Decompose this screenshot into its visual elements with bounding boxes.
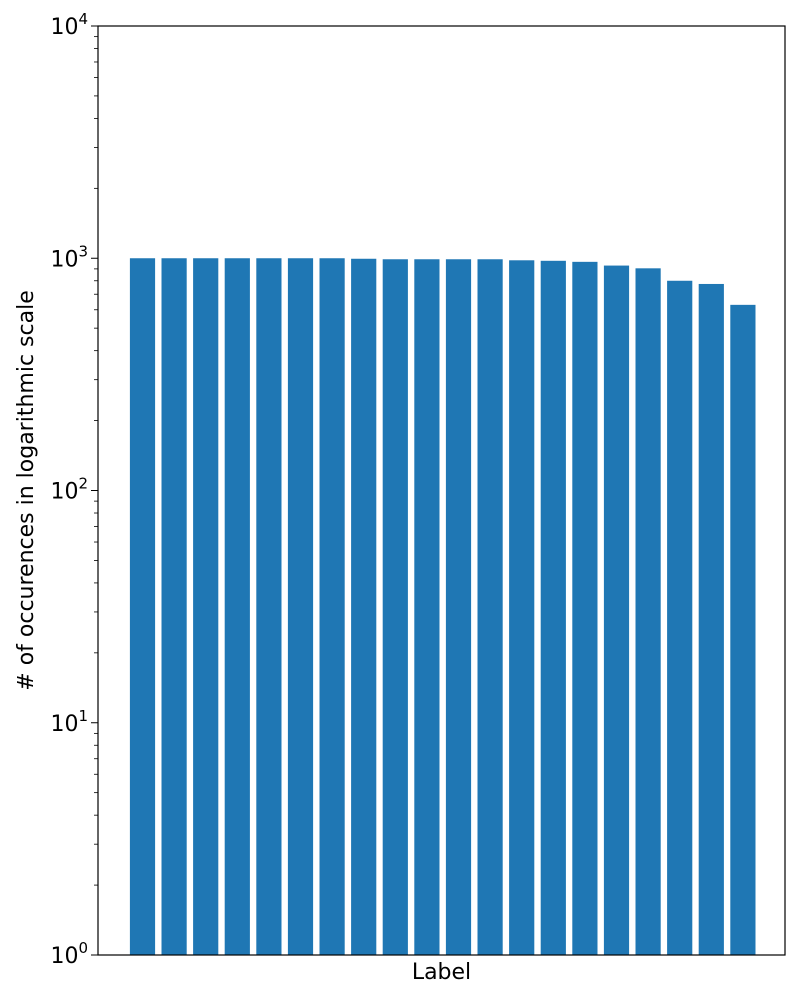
bars-group	[129, 258, 756, 956]
y-minor-ticks	[94, 36, 98, 886]
x-axis-label: Label	[412, 960, 471, 985]
y-tick-label: 102	[50, 475, 88, 505]
bar-10	[414, 259, 440, 955]
bar-20	[730, 304, 756, 956]
bar-3	[193, 258, 219, 955]
bar-5	[256, 258, 282, 955]
bar-14	[540, 260, 566, 955]
bar-8	[351, 258, 377, 955]
y-major-ticks: 100 101 102 103 104	[50, 10, 98, 969]
y-tick-label: 104	[50, 10, 88, 40]
bar-18	[667, 280, 693, 955]
y-axis-label: # of occurences in logarithmic scale	[14, 290, 39, 690]
bar-6	[287, 258, 314, 955]
bar-17	[635, 268, 661, 955]
bar-12	[477, 259, 503, 955]
y-tick-label: 103	[50, 242, 88, 272]
bar-15	[572, 261, 598, 956]
bar-19	[698, 283, 724, 956]
bar-13	[509, 260, 535, 955]
bar-2	[161, 258, 187, 955]
bar-11	[445, 259, 472, 955]
bar-16	[603, 265, 630, 955]
y-tick-label: 100	[50, 939, 88, 969]
bar-4	[224, 258, 250, 955]
y-tick-label: 101	[50, 707, 88, 737]
bar-9	[382, 259, 408, 955]
bar-7	[319, 258, 345, 955]
plot-frame	[97, 25, 786, 956]
bar-1	[129, 258, 156, 955]
